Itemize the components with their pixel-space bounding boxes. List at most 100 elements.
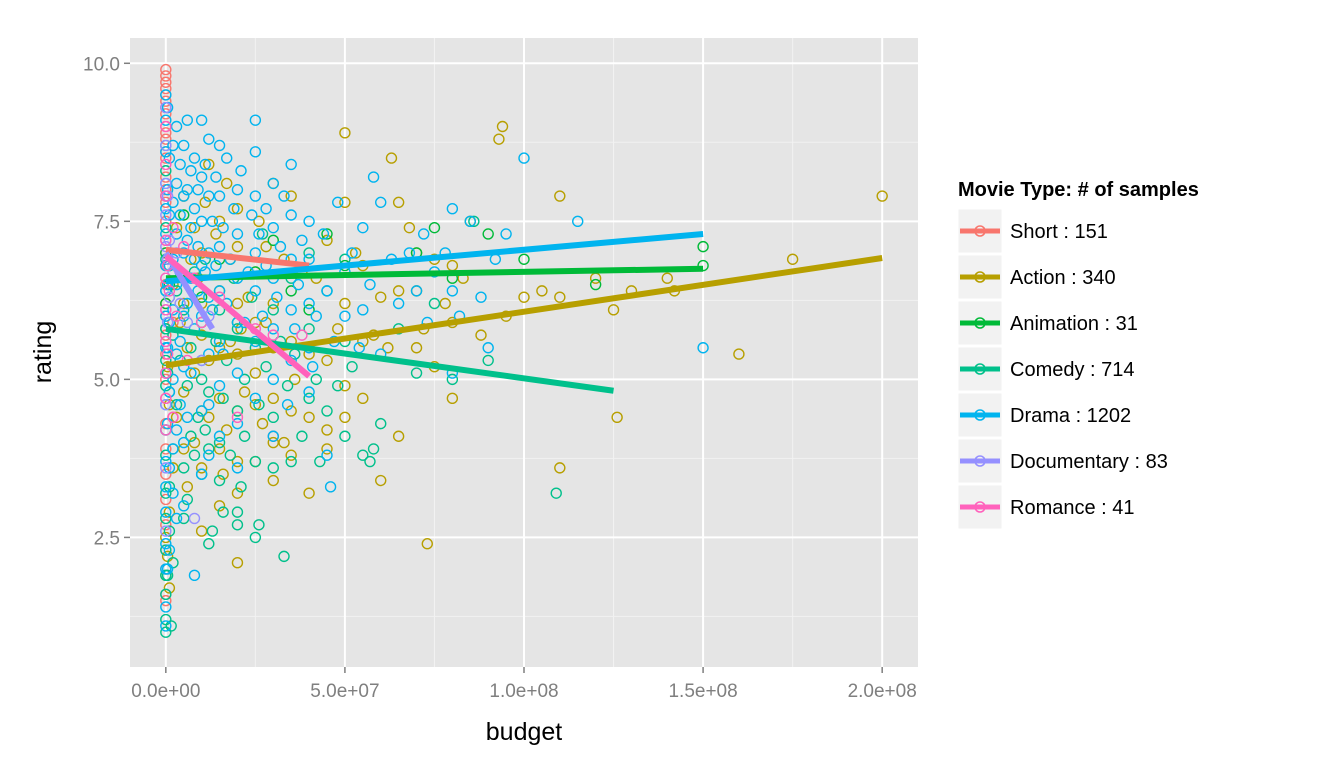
data-point [339, 196, 351, 209]
data-point [188, 367, 201, 379]
data-point [160, 221, 172, 234]
data-point [160, 127, 172, 139]
fit-lines [163, 230, 883, 394]
data-point [199, 158, 211, 171]
data-point [160, 569, 172, 582]
data-point [475, 291, 487, 303]
data-point [174, 398, 186, 411]
data-point [181, 379, 194, 392]
data-point [178, 297, 190, 310]
data-point [174, 158, 186, 171]
data-point [418, 228, 430, 240]
legend-entry: Documentary : 83 [957, 438, 1168, 484]
legend: Movie Type: # of samples Short : 151 Acti… [957, 179, 1199, 530]
data-point [163, 398, 176, 411]
data-point [160, 613, 172, 626]
data-point [410, 342, 423, 354]
data-point [160, 373, 172, 386]
data-point [238, 430, 251, 442]
data-point [217, 468, 229, 480]
data-point [289, 323, 301, 335]
data-point [281, 398, 294, 411]
data-point [357, 449, 369, 461]
data-point [482, 354, 494, 367]
legend-label: Romance : 41 [1010, 497, 1135, 519]
data-point [160, 171, 172, 183]
data-point [170, 424, 183, 436]
data-point [170, 348, 183, 360]
data-point [446, 392, 459, 405]
data-point [339, 411, 351, 423]
data-point [192, 184, 204, 196]
data-point [439, 297, 451, 310]
fit-line-2 [165, 265, 704, 282]
data-point [249, 190, 262, 202]
data-point [468, 215, 480, 228]
data-point [178, 190, 190, 202]
data-point [160, 487, 172, 499]
data-point [174, 209, 186, 221]
data-point [160, 538, 172, 550]
legend-entry: Comedy : 714 [957, 346, 1135, 392]
data-point [589, 278, 602, 291]
data-point [357, 304, 369, 316]
data-point [249, 285, 262, 297]
data-point [161, 184, 174, 196]
data-point [228, 202, 240, 215]
data-point [160, 563, 172, 575]
data-point [160, 525, 172, 537]
data-point [231, 487, 244, 499]
data-point [203, 411, 215, 423]
data-point [178, 500, 190, 512]
data-point [281, 379, 294, 392]
data-point [221, 424, 233, 436]
data-point [321, 234, 333, 246]
data-point [349, 247, 362, 259]
data-point [271, 291, 283, 303]
data-point [160, 594, 172, 607]
data-point [160, 493, 172, 506]
data-point [357, 392, 369, 405]
data-point [332, 196, 344, 209]
data-point [292, 278, 305, 291]
data-point [231, 202, 244, 215]
legend-entry: Drama : 1202 [957, 392, 1131, 438]
data-point [786, 253, 799, 265]
data-point [246, 291, 258, 303]
legend-label: Drama : 1202 [1010, 405, 1131, 427]
data-point [160, 234, 172, 246]
data-point [382, 342, 394, 354]
data-point [285, 304, 297, 316]
data-point [195, 468, 208, 480]
data-point [167, 139, 179, 152]
data-point [375, 417, 387, 430]
x-tick-label: 2.0e+08 [848, 681, 917, 702]
data-point [160, 196, 172, 209]
data-point [199, 196, 211, 209]
data-point [278, 436, 290, 449]
data-point [181, 297, 194, 310]
data-point [160, 152, 172, 164]
data-point [210, 259, 222, 272]
data-point [231, 323, 244, 335]
data-point [231, 556, 244, 569]
data-point [206, 304, 219, 316]
data-point [170, 228, 183, 240]
data-point [163, 386, 176, 398]
data-point [160, 285, 172, 297]
data-point [160, 95, 172, 107]
legend-key-point [974, 225, 986, 237]
legend-label: Animation : 31 [1010, 313, 1138, 335]
data-point [213, 215, 226, 228]
data-point [314, 455, 326, 468]
data-point [224, 449, 236, 461]
data-point [160, 133, 172, 145]
data-point [285, 455, 297, 468]
data-point [321, 424, 333, 436]
data-point [285, 190, 297, 202]
data-point [267, 221, 279, 234]
data-point [303, 411, 315, 423]
data-point [199, 424, 211, 436]
legend-label: Short : 151 [1010, 221, 1108, 243]
data-point [475, 329, 487, 341]
